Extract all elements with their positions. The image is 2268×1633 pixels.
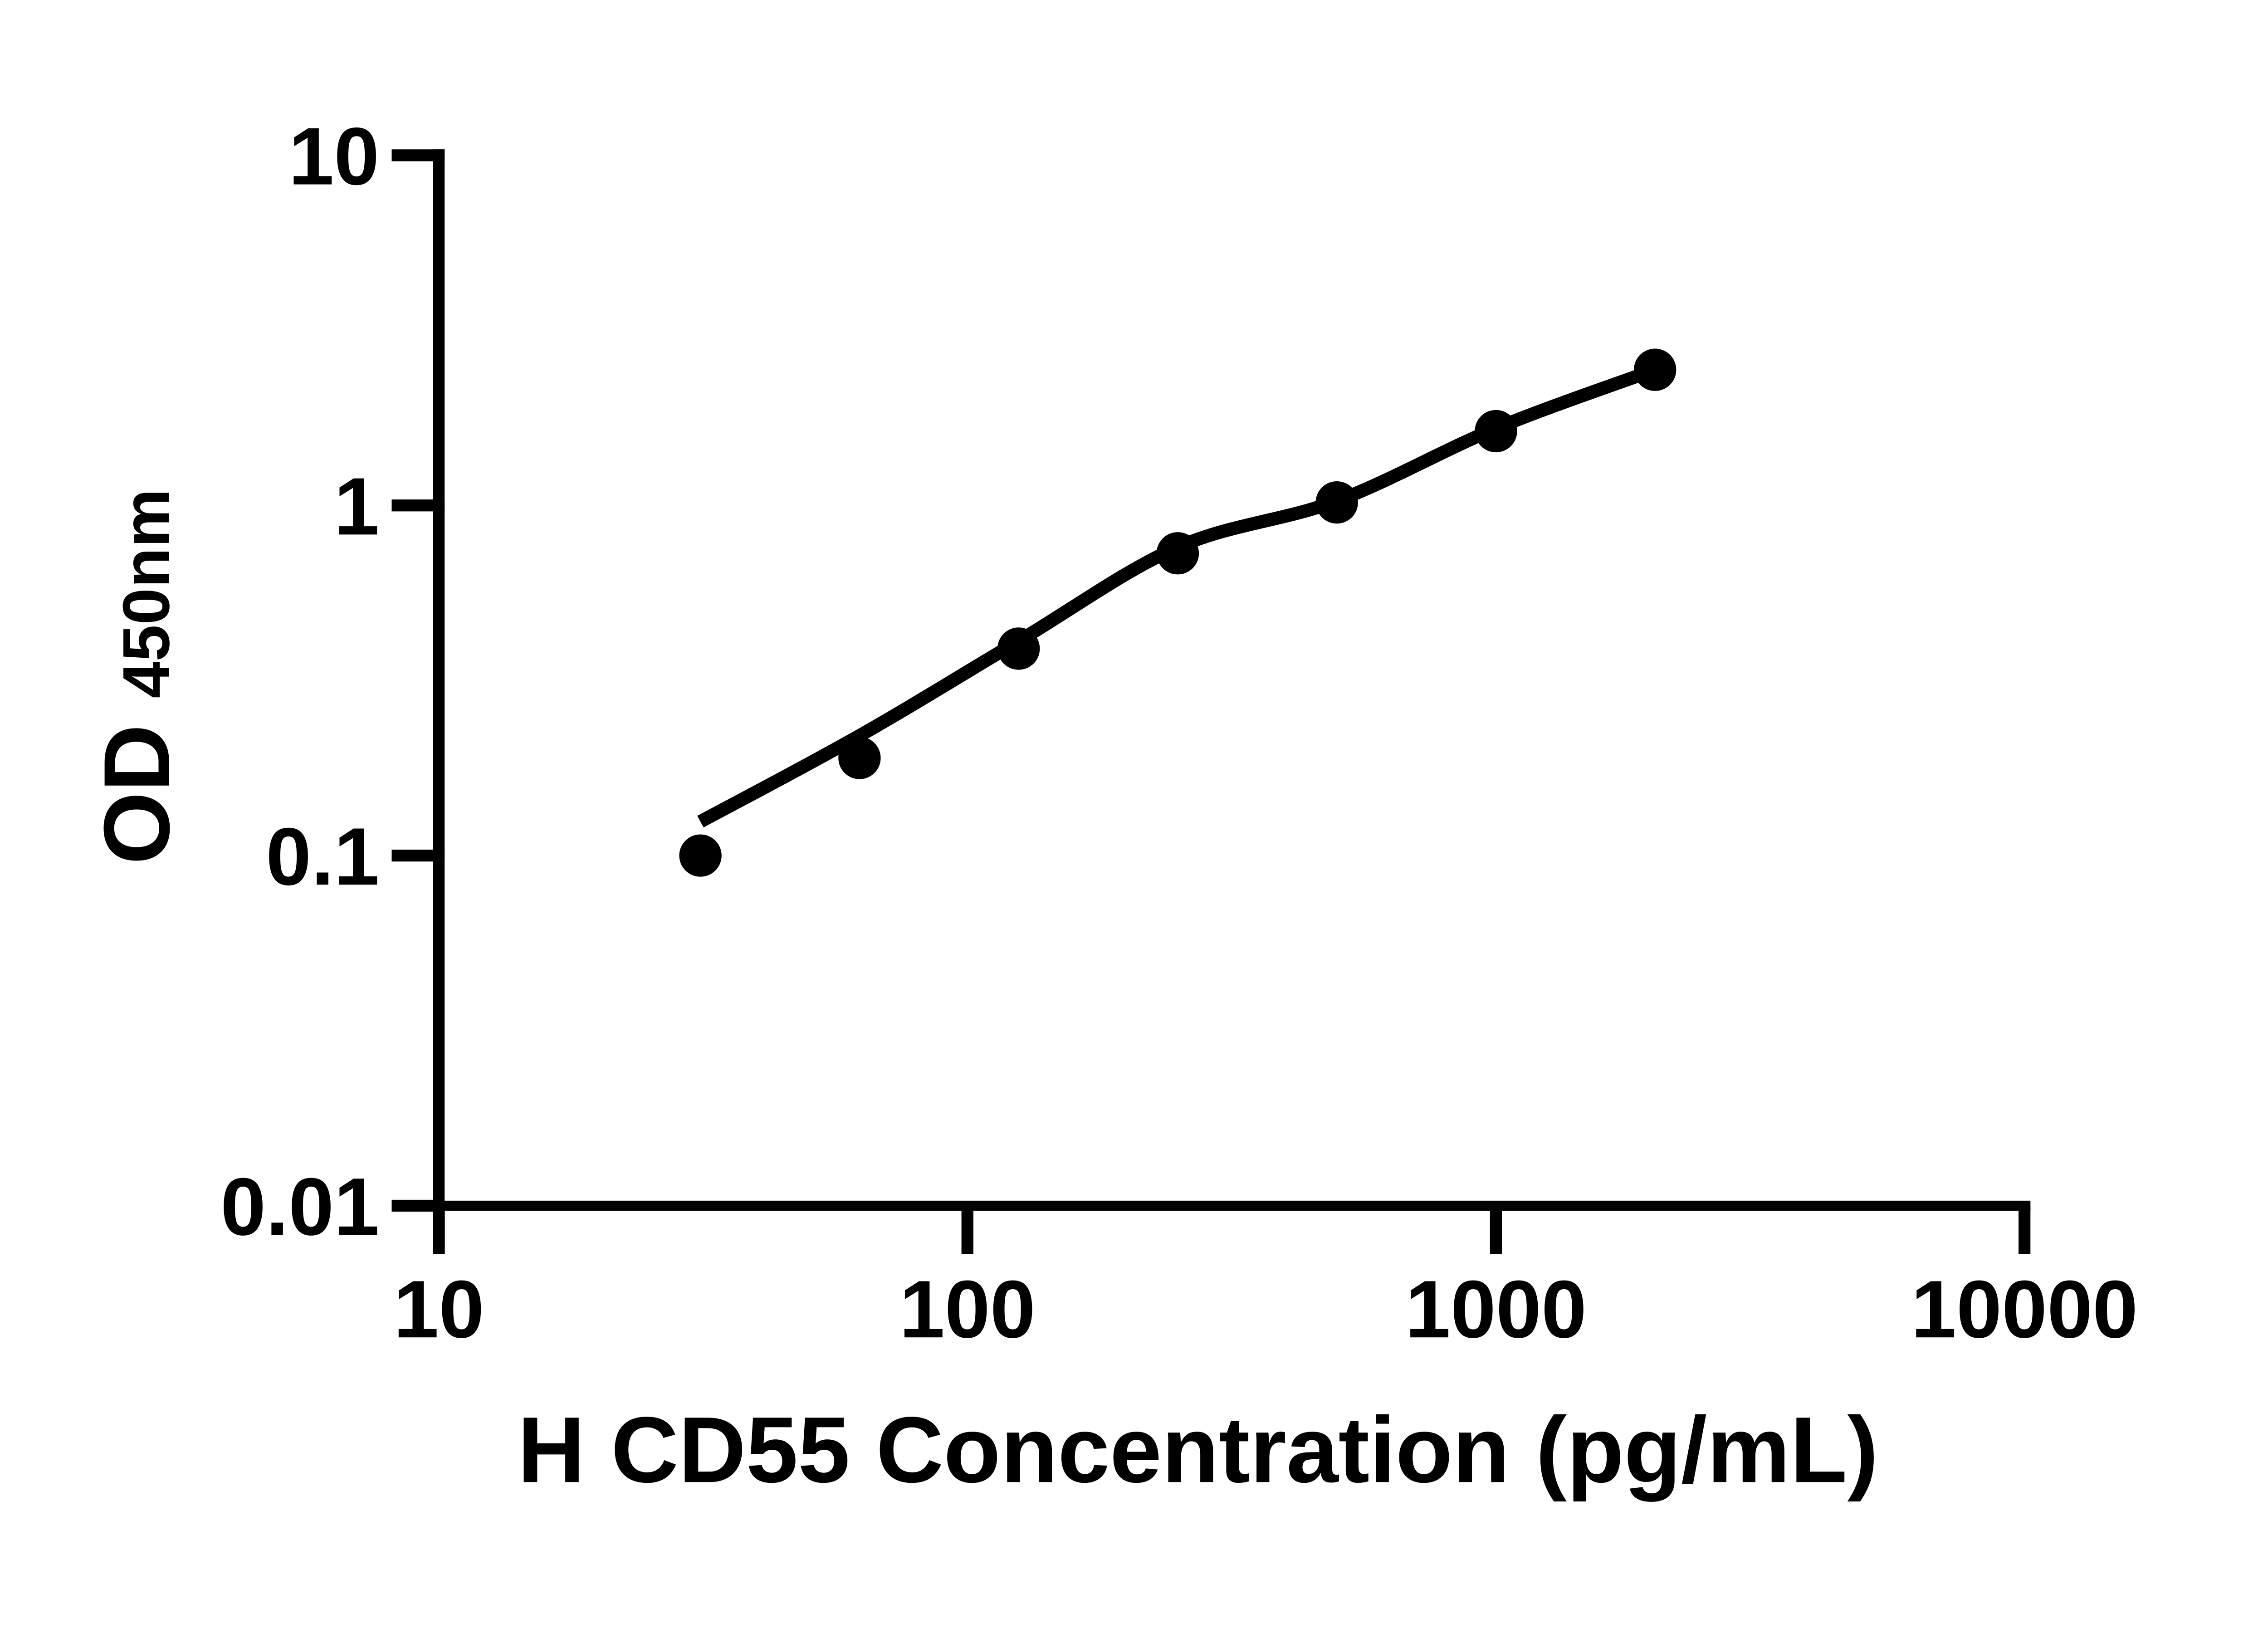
tick-marks xyxy=(391,149,2031,1254)
standard-curve-figure: 10 1 0.1 0.01 10 100 1000 10000 H CD55 Concentr… xyxy=(84,111,2138,1502)
y-tick-label: 0.01 xyxy=(220,1161,379,1252)
x-tick-label: 1000 xyxy=(1405,1264,1587,1355)
data-point xyxy=(1315,481,1358,524)
data-point xyxy=(997,627,1040,670)
x-tick-label: 10000 xyxy=(1911,1264,2138,1355)
y-axis-title-subscript: 450nm xyxy=(109,489,183,698)
data-point xyxy=(838,737,881,779)
axes xyxy=(433,149,2031,1211)
y-tick-label: 10 xyxy=(288,111,379,202)
data-point xyxy=(1156,532,1199,575)
y-axis-title: OD 450nm xyxy=(84,489,189,865)
data-point xyxy=(1475,410,1517,453)
data-point xyxy=(679,834,722,877)
y-tick-label: 0.1 xyxy=(266,811,379,902)
y-axis-title-main: OD xyxy=(84,724,189,865)
x-tick-label: 10 xyxy=(393,1264,484,1355)
y-tick-label: 1 xyxy=(334,461,379,552)
data-points-group xyxy=(679,348,1677,877)
x-axis-title: H CD55 Concentration (pg/mL) xyxy=(518,1397,1878,1502)
x-tick-label: 100 xyxy=(899,1264,1036,1355)
data-point xyxy=(1634,348,1677,391)
